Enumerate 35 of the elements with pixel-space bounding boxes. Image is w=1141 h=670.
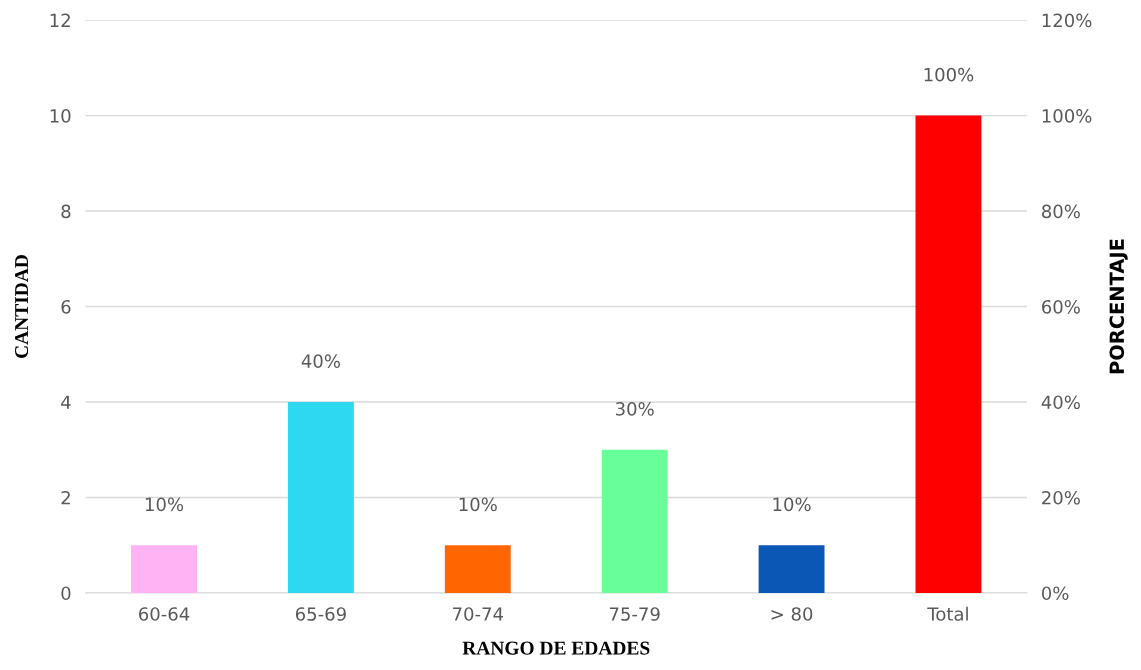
x-tick-label: 75-79 xyxy=(609,607,660,621)
x-tick-label: 65-69 xyxy=(295,607,346,621)
x-tick-label: 60-64 xyxy=(139,607,190,621)
data-label: 30% xyxy=(615,402,654,416)
bar xyxy=(287,402,354,593)
y-tick-label: 12 xyxy=(50,13,70,27)
y2-tick-label: 80% xyxy=(1042,204,1080,219)
y-tick-label: 0 xyxy=(61,586,71,601)
y-tick-label: 6 xyxy=(61,299,71,314)
x-tick-label: > 80 xyxy=(771,607,813,621)
y-tick-label: 4 xyxy=(61,395,71,409)
data-label: 10% xyxy=(773,497,811,512)
y2-tick-label: 120% xyxy=(1042,13,1092,28)
y2-tick-label: 0% xyxy=(1041,586,1069,601)
bar xyxy=(758,545,825,593)
bar xyxy=(444,545,511,593)
y-axis-title: CANTIDAD xyxy=(15,255,29,358)
data-label: 10% xyxy=(145,497,184,512)
bar xyxy=(601,449,668,593)
data-label: 10% xyxy=(459,497,497,512)
x-axis-title: RANGO DE EDADES xyxy=(462,641,650,655)
y2-tick-label: 60% xyxy=(1042,299,1080,314)
y-tick-label: 8 xyxy=(61,204,71,219)
y2-tick-label: 40% xyxy=(1041,395,1080,410)
data-label: 40% xyxy=(301,354,340,368)
data-label: 100% xyxy=(924,67,974,82)
y-tick-label: 10 xyxy=(50,109,71,123)
bar xyxy=(915,115,982,593)
y2-axis-title: PORCENTAJE xyxy=(1109,239,1128,374)
y-tick-label: 2 xyxy=(61,490,70,505)
x-tick-label: 70-74 xyxy=(453,607,504,621)
y2-tick-label: 20% xyxy=(1042,490,1080,505)
bar xyxy=(131,545,197,593)
x-tick-label: Total xyxy=(927,606,968,621)
y2-tick-label: 100% xyxy=(1042,109,1092,123)
